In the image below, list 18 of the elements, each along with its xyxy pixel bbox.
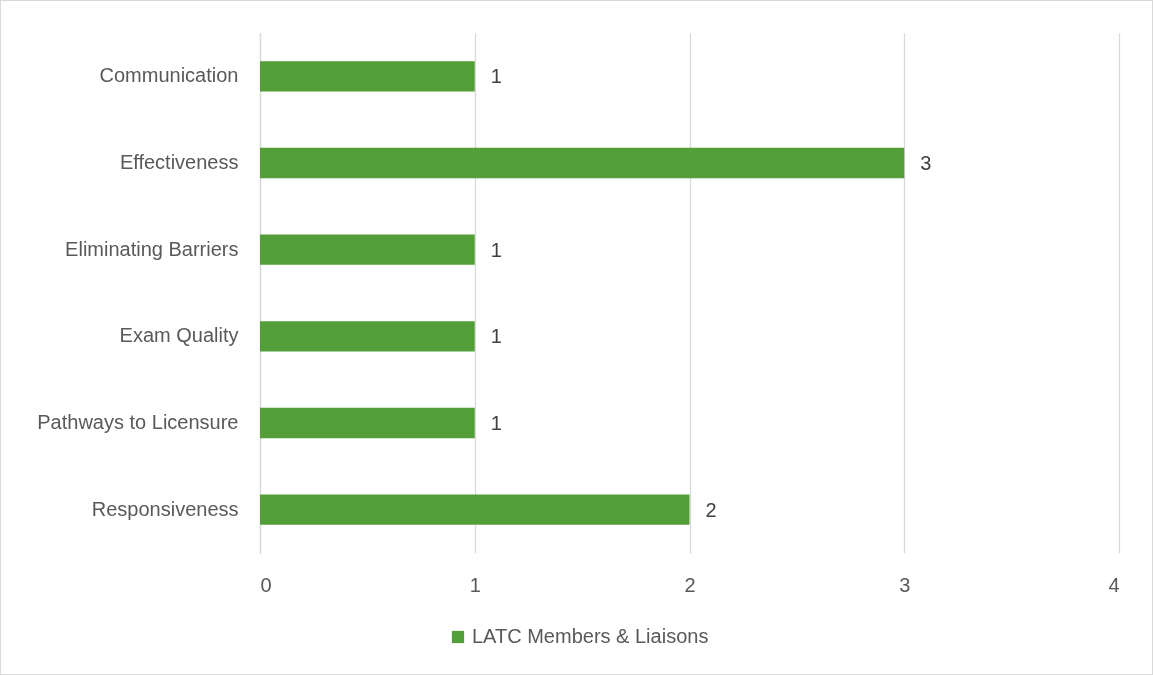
data-label: 1 [490, 412, 502, 434]
y-tick-label: Pathways to Licensure [37, 411, 239, 433]
legend-label: LATC Members & Liaisons [472, 625, 709, 647]
y-tick-label: Responsiveness [91, 497, 239, 520]
data-label: 3 [920, 152, 932, 174]
x-tick-label: 2 [684, 573, 696, 596]
data-label: 1 [490, 65, 502, 88]
x-tick-label: 0 [260, 573, 272, 596]
data-label: 2 [705, 498, 717, 521]
data-label: 1 [490, 325, 502, 348]
y-tick-label: Eliminating Barriers [65, 237, 239, 260]
y-tick-label: Exam Quality [119, 324, 239, 347]
y-tick-label: Communication [99, 64, 239, 87]
x-tick-label: 3 [899, 573, 911, 596]
x-tick-label: 1 [469, 573, 481, 596]
x-tick-label: 4 [1108, 573, 1120, 596]
data-label: 1 [490, 238, 502, 261]
y-tick-label: Effectiveness [119, 151, 239, 173]
